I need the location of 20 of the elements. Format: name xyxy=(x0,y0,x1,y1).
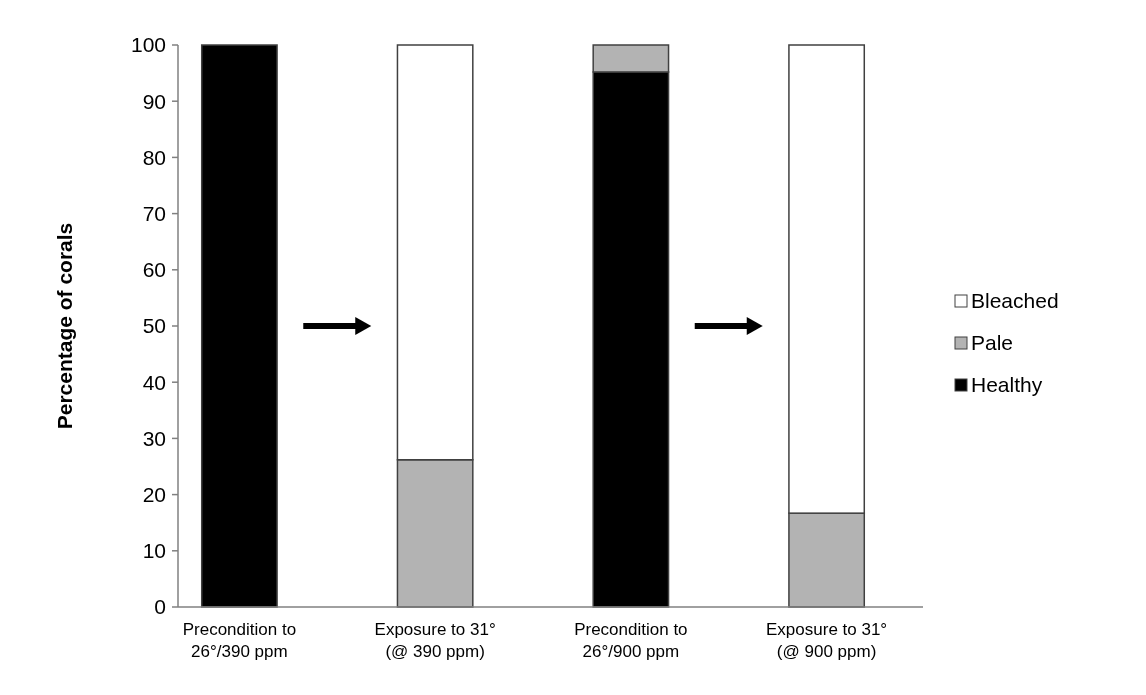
y-tick-label: 10 xyxy=(142,539,166,563)
y-tick-label: 50 xyxy=(142,314,166,338)
y-tick-label: 0 xyxy=(154,595,166,619)
legend-label: Healthy xyxy=(971,373,1043,397)
x-tick-label: Exposure to 31° (@ 390 ppm) xyxy=(374,620,496,661)
legend-label: Pale xyxy=(971,331,1014,355)
y-tick-label: 70 xyxy=(142,201,166,225)
y-tick-label: 30 xyxy=(142,426,166,450)
y-tick-label: 100 xyxy=(130,33,166,57)
x-tick-label: Precondition to 26°/900 ppm xyxy=(574,620,688,661)
legend-label: Bleached xyxy=(971,289,1059,313)
x-tick-label: Precondition to 26°/390 ppm xyxy=(182,620,297,661)
y-tick-label: 20 xyxy=(142,482,166,506)
y-tick-label: 60 xyxy=(142,258,166,282)
y-tick-label: 90 xyxy=(142,89,166,113)
y-axis-title: Percentage of corals xyxy=(53,222,76,430)
bar xyxy=(200,44,278,608)
y-tick-label: 40 xyxy=(142,370,166,394)
x-tick-label: Exposure to 31° (@ 900 ppm) xyxy=(766,620,888,661)
y-tick-label: 80 xyxy=(142,145,166,169)
